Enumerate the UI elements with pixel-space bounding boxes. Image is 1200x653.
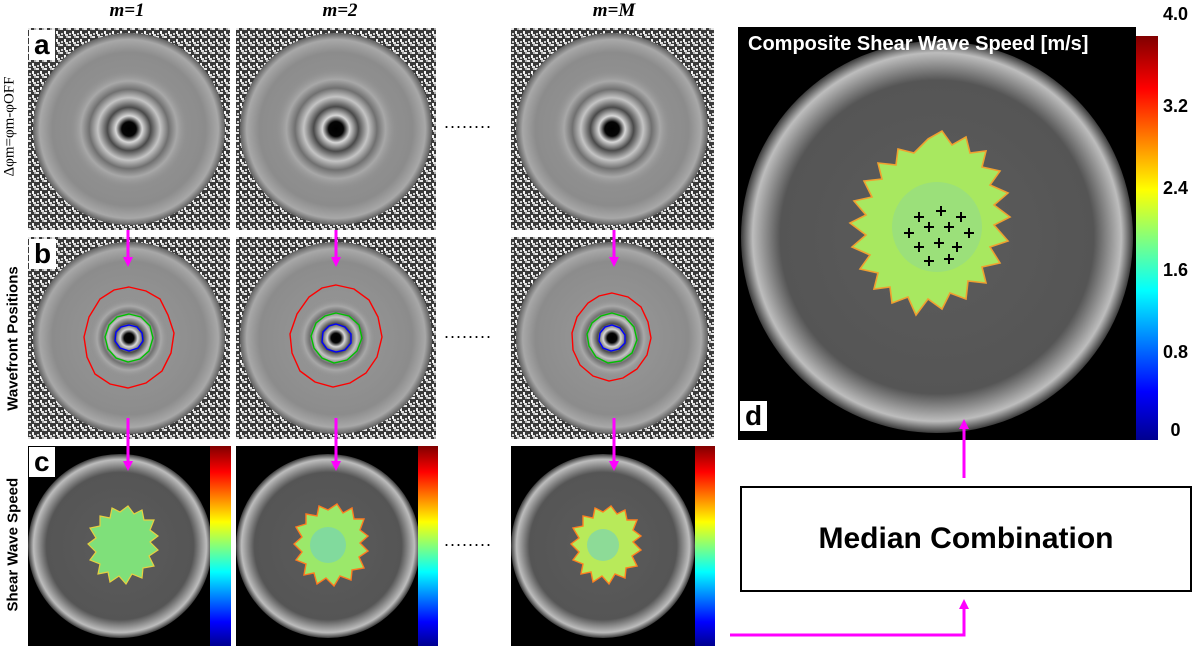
panel-c-mM (511, 446, 715, 646)
colorbar-tick-0: 0 (1170, 420, 1181, 440)
median-combination-box: Median Combination (740, 486, 1192, 592)
panel-letter-b: b (29, 239, 57, 269)
median-combination-label: Median Combination (818, 522, 1114, 555)
panel-letter-a: a (29, 30, 55, 60)
composite-title: Composite Shear Wave Speed [m/s] (748, 33, 1089, 55)
panel-b-m2 (236, 237, 436, 439)
panel-letter-c: c (29, 447, 55, 477)
colorbar-tick-0-8: 0.8 (1162, 342, 1189, 362)
colorbar-tick-4-0: 4.0 (1162, 4, 1189, 24)
ellipsis-row-c: ........ (444, 530, 493, 550)
panel-a-mM (511, 28, 714, 230)
panel-b-m1 (28, 237, 230, 439)
panel-c-m1 (28, 446, 231, 646)
colorbar-tick-1-6: 1.6 (1162, 260, 1189, 280)
row-label-wavefront-positions: Wavefront Positions (4, 266, 22, 411)
arrow-to-median (730, 599, 969, 637)
row-label-phase-difference: Δφm=φm-φOFF (1, 76, 18, 177)
colorbar-tick-3-2: 3.2 (1162, 96, 1189, 116)
panel-a-m2 (236, 28, 436, 230)
marker-crosses (904, 206, 974, 266)
ellipsis-row-a: ........ (444, 112, 493, 132)
panel-d-composite (738, 27, 1136, 440)
panel-a-m1 (28, 28, 230, 230)
row-label-shear-wave-speed: Shear Wave Speed (4, 477, 22, 612)
panel-c-m2 (236, 446, 438, 646)
column-title-mM: m=M (592, 0, 636, 21)
panel-b-mM (511, 237, 714, 439)
column-title-m1: m=1 (109, 0, 145, 21)
column-title-m2: m=2 (322, 0, 358, 21)
colorbar-tick-2-4: 2.4 (1162, 178, 1189, 198)
composite-colorbar (1136, 36, 1158, 440)
ellipsis-row-b: ........ (444, 322, 493, 342)
panel-letter-d: d (740, 401, 768, 431)
